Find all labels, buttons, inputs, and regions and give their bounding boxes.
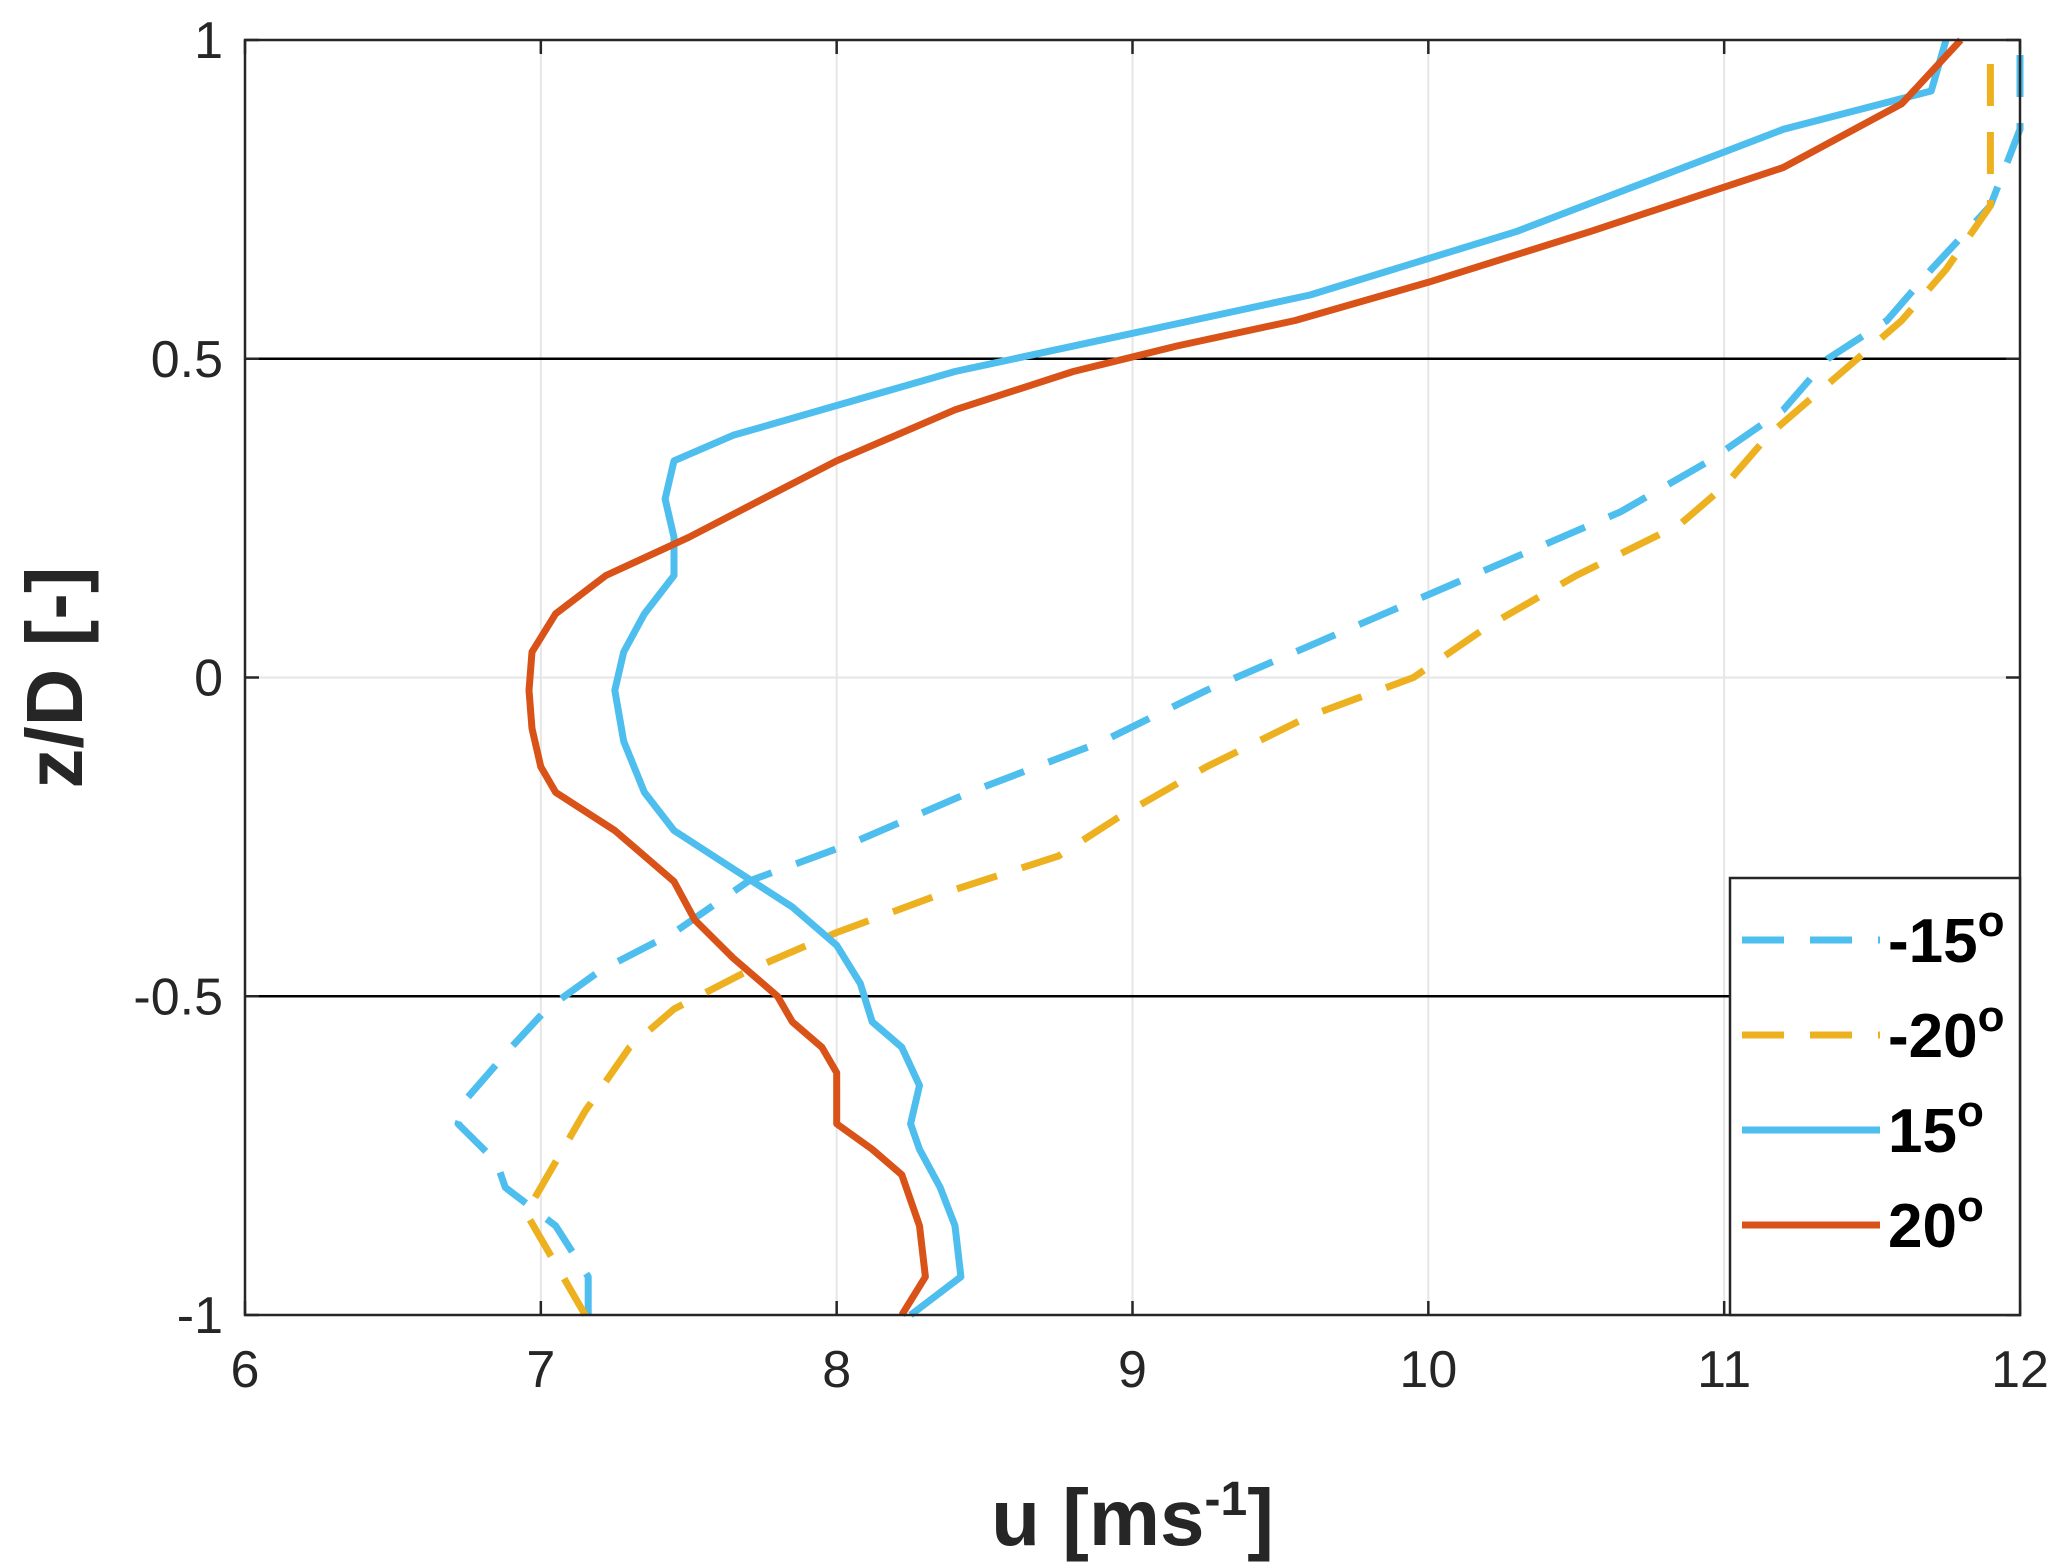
legend-label: -15o bbox=[1888, 897, 2005, 976]
x-tick-label: 11 bbox=[1697, 1341, 1751, 1399]
series-line bbox=[454, 40, 2024, 1315]
y-tick-label: -0.5 bbox=[133, 968, 223, 1026]
legend-label-text: -15 bbox=[1888, 907, 1978, 976]
y-tick-label: 0.5 bbox=[151, 331, 223, 389]
x-axis-label: u [ms-1] bbox=[991, 1473, 1274, 1562]
x-axis-label-superscript: -1 bbox=[1205, 1473, 1248, 1526]
x-tick-label: 8 bbox=[822, 1341, 851, 1399]
legend-label-superscript: o bbox=[1957, 1182, 1984, 1231]
series-lines bbox=[454, 37, 2024, 1318]
x-axis-label-end: ] bbox=[1247, 1473, 1274, 1562]
legend-label-superscript: o bbox=[1957, 1087, 1984, 1136]
y-tick-label: 1 bbox=[194, 12, 223, 70]
legend-box bbox=[1728, 876, 2022, 1317]
y-axis-label: z/D [-] bbox=[10, 566, 99, 788]
x-tick-label: 6 bbox=[231, 1341, 260, 1399]
legend-label: -20o bbox=[1888, 992, 2005, 1071]
legend-label-text: 15 bbox=[1888, 1097, 1957, 1166]
x-tick-label: 10 bbox=[1399, 1341, 1457, 1399]
legend-label-text: -20 bbox=[1888, 1002, 1978, 1071]
x-axis-label-main: u [ms bbox=[991, 1473, 1204, 1562]
x-tick-label: 7 bbox=[526, 1341, 555, 1399]
legend-label: 20o bbox=[1888, 1182, 1984, 1261]
legend-label-superscript: o bbox=[1978, 897, 2005, 946]
series-line bbox=[525, 37, 1964, 1317]
legend-label-text: 20 bbox=[1888, 1192, 1957, 1261]
legend-label-superscript: o bbox=[1978, 992, 2005, 1041]
y-tick-label: 0 bbox=[194, 650, 223, 708]
legend-label: 15o bbox=[1888, 1087, 1984, 1166]
y-tick-label: -1 bbox=[177, 1287, 223, 1345]
axis-ticks: 6 7 8 9 10 11 12 -1 -0.5 0 0.5 1 bbox=[133, 12, 2049, 1399]
x-tick-label: 12 bbox=[1991, 1341, 2049, 1399]
x-tick-label: 9 bbox=[1118, 1341, 1147, 1399]
series-line bbox=[522, 40, 1994, 1317]
series-line bbox=[611, 39, 1950, 1318]
